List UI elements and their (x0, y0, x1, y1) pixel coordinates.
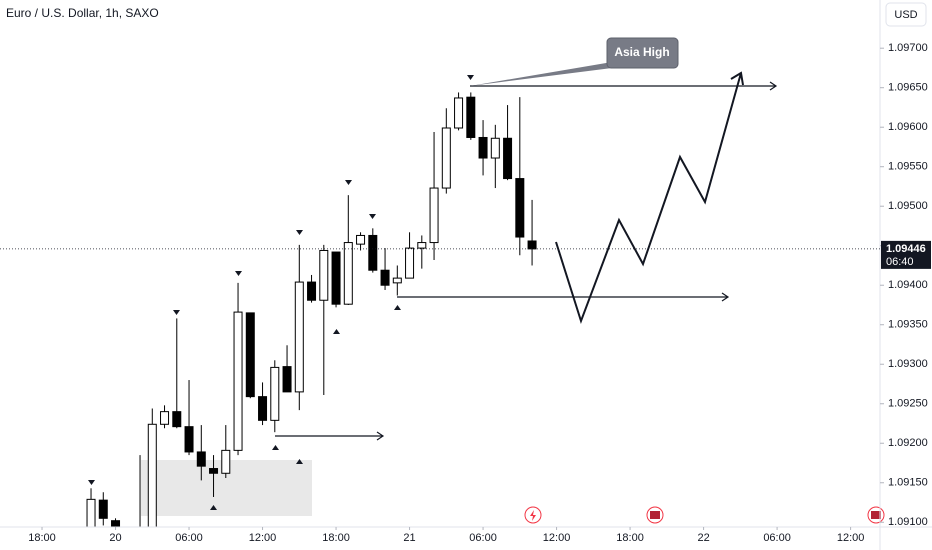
flag-glyph (650, 511, 660, 519)
x-tick-label: 12:00 (837, 532, 865, 544)
candle-body (319, 249, 329, 301)
y-tick-label: 1.09250 (888, 398, 928, 410)
candle-body (147, 423, 157, 527)
arrow-line (397, 292, 730, 302)
candle-body (221, 449, 231, 474)
y-tick-label: 1.09200 (888, 437, 928, 449)
x-tick-label: 18:00 (28, 532, 56, 544)
candle-body (417, 242, 427, 249)
candle-body (270, 366, 280, 421)
candle-body (478, 136, 488, 159)
candle-body (111, 520, 121, 527)
x-tick-label: 06:00 (469, 532, 497, 544)
candle-body (490, 137, 500, 159)
currency-label[interactable]: USD (894, 9, 917, 21)
y-tick-label: 1.09500 (888, 200, 928, 212)
last-price-box (881, 240, 931, 269)
x-tick-label: 18:00 (616, 532, 644, 544)
arrow-line (275, 431, 385, 441)
candle-body (209, 468, 219, 474)
x-tick-label: 22 (697, 532, 709, 544)
candle-body (429, 187, 439, 244)
candle-body (307, 281, 317, 301)
y-tick-label: 1.09700 (888, 42, 928, 54)
y-tick-label: 1.09150 (888, 477, 928, 489)
x-tick-label: 12:00 (543, 532, 571, 544)
candle-body (441, 127, 451, 189)
candle-body (380, 269, 390, 286)
arrow-line (470, 81, 778, 91)
event-icon-glyph (530, 510, 536, 521)
countdown-label: 06:40 (886, 256, 914, 268)
candle-body (331, 251, 341, 305)
x-tick-label: 06:00 (175, 532, 203, 544)
candle-body (527, 240, 537, 250)
candle-body (233, 311, 243, 451)
candle-body (454, 97, 464, 129)
candle-body (343, 242, 353, 305)
y-tick-label: 1.09100 (888, 516, 928, 528)
y-tick-label: 1.09600 (888, 121, 928, 133)
candle-body (515, 178, 525, 238)
candle-body (405, 247, 415, 279)
candle-body (282, 366, 292, 393)
chart-title: Euro / U.S. Dollar, 1h, SAXO (6, 6, 159, 20)
candle-body (160, 411, 170, 425)
candle-body (258, 396, 268, 421)
x-tick-label: 12:00 (249, 532, 277, 544)
drawings (275, 71, 778, 441)
candle-body (184, 426, 194, 453)
markers (88, 75, 474, 510)
candle-body (196, 451, 206, 467)
y-tick-label: 1.09300 (888, 358, 928, 370)
y-tick-label: 1.09400 (888, 279, 928, 291)
y-tick-label: 1.09550 (888, 161, 928, 173)
candle-body (466, 96, 476, 138)
y-tick-label: 1.09350 (888, 319, 928, 331)
x-tick-label: 21 (403, 532, 415, 544)
currency-button[interactable] (885, 2, 927, 27)
callout-pointer (470, 62, 612, 86)
flag-glyph (871, 511, 881, 519)
x-tick-label: 18:00 (322, 532, 350, 544)
event-icons (524, 506, 885, 524)
candle-body (245, 312, 255, 398)
x-tick-label: 06:00 (763, 532, 791, 544)
candle-body (136, 530, 144, 536)
callout: Asia High (470, 37, 679, 86)
x-tick-label: 20 (109, 532, 121, 544)
last-price-label: 1.09446 (886, 243, 926, 255)
swing-high-marker (88, 75, 474, 485)
candle-body (98, 499, 108, 519)
candle-body (86, 498, 96, 527)
candle-body (294, 281, 304, 393)
candle-body (356, 234, 366, 245)
callout-box (606, 37, 679, 69)
candles (86, 92, 537, 536)
candle-body (503, 137, 513, 180)
candle-body (368, 234, 378, 271)
projection-path (555, 71, 744, 325)
callout-text: Asia High (614, 45, 669, 59)
candle-body (392, 277, 402, 284)
y-tick-label: 1.09650 (888, 82, 928, 94)
candle-body (172, 411, 182, 428)
